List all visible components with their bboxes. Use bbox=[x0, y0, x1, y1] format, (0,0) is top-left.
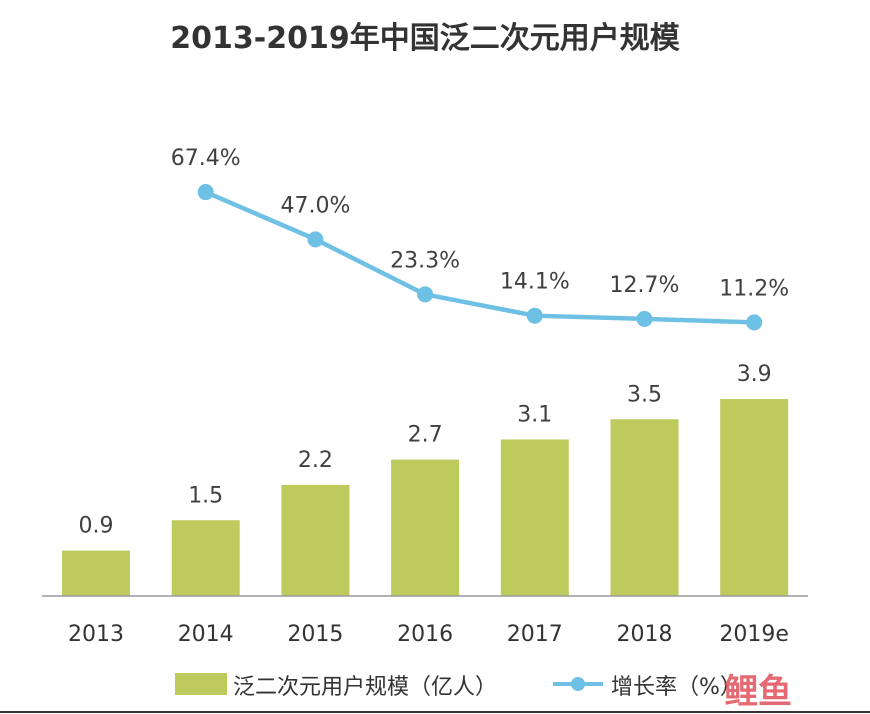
x-tick-label: 2017 bbox=[507, 622, 563, 647]
rate-value-label: 67.4% bbox=[171, 146, 241, 171]
x-tick-label: 2013 bbox=[68, 622, 124, 647]
rate-value-label: 47.0% bbox=[280, 193, 350, 218]
bar-2015 bbox=[281, 484, 350, 596]
bar-value-label: 1.5 bbox=[188, 483, 223, 508]
bar-2016 bbox=[391, 459, 460, 596]
rate-value-label: 12.7% bbox=[610, 273, 680, 298]
bar-2018 bbox=[610, 419, 679, 596]
bar-2019e bbox=[720, 399, 789, 596]
rate-value-label: 11.2% bbox=[719, 276, 789, 301]
x-tick-label: 2018 bbox=[617, 622, 673, 647]
watermark-text: 鲤鱼 bbox=[724, 672, 792, 712]
rate-point-2014 bbox=[197, 184, 214, 201]
rate-line bbox=[203, 189, 757, 325]
bar-value-label: 3.5 bbox=[627, 382, 662, 407]
x-tick-label: 2015 bbox=[287, 622, 343, 647]
rate-point-2018 bbox=[636, 310, 653, 327]
x-tick-label: 2014 bbox=[178, 622, 234, 647]
bar-series: 0.9 1.5 2.2 2.7 3.1 3.5 3.9 bbox=[62, 362, 789, 596]
legend-line-marker bbox=[571, 677, 585, 691]
bar-value-label: 2.7 bbox=[408, 423, 443, 448]
rate-point-2015 bbox=[307, 231, 324, 248]
bar-2013 bbox=[62, 550, 130, 596]
rate-value-label: 23.3% bbox=[390, 248, 460, 273]
legend: 泛二次元用户规模（亿人） 增长率（%） bbox=[175, 673, 742, 700]
rate-point-2016 bbox=[417, 286, 434, 303]
chart-title: 2013-2019年中国泛二次元用户规模 bbox=[170, 21, 679, 56]
legend-bar-label: 泛二次元用户规模（亿人） bbox=[233, 675, 497, 700]
bar-value-label: 3.1 bbox=[517, 402, 552, 427]
rate-value-label: 14.1% bbox=[500, 270, 570, 295]
legend-line-label: 增长率（%） bbox=[611, 675, 742, 700]
legend-bar-swatch bbox=[175, 673, 227, 695]
rate-series: 67.4% 47.0% 23.3% 14.1% 12.7% 11.2% bbox=[171, 146, 789, 331]
bar-value-label: 3.9 bbox=[737, 362, 772, 387]
bar-2014 bbox=[171, 520, 240, 596]
bar-value-label: 0.9 bbox=[79, 514, 114, 539]
rate-point-2017 bbox=[526, 307, 543, 324]
rate-point-2019e bbox=[746, 314, 763, 331]
bar-value-label: 2.2 bbox=[298, 448, 333, 473]
x-tick-label: 2016 bbox=[397, 622, 453, 647]
x-tick-label: 2019e bbox=[719, 622, 789, 647]
bar-2017 bbox=[500, 439, 569, 596]
x-axis-ticks: 2013 2014 2015 2016 2017 2018 2019e bbox=[68, 622, 789, 647]
